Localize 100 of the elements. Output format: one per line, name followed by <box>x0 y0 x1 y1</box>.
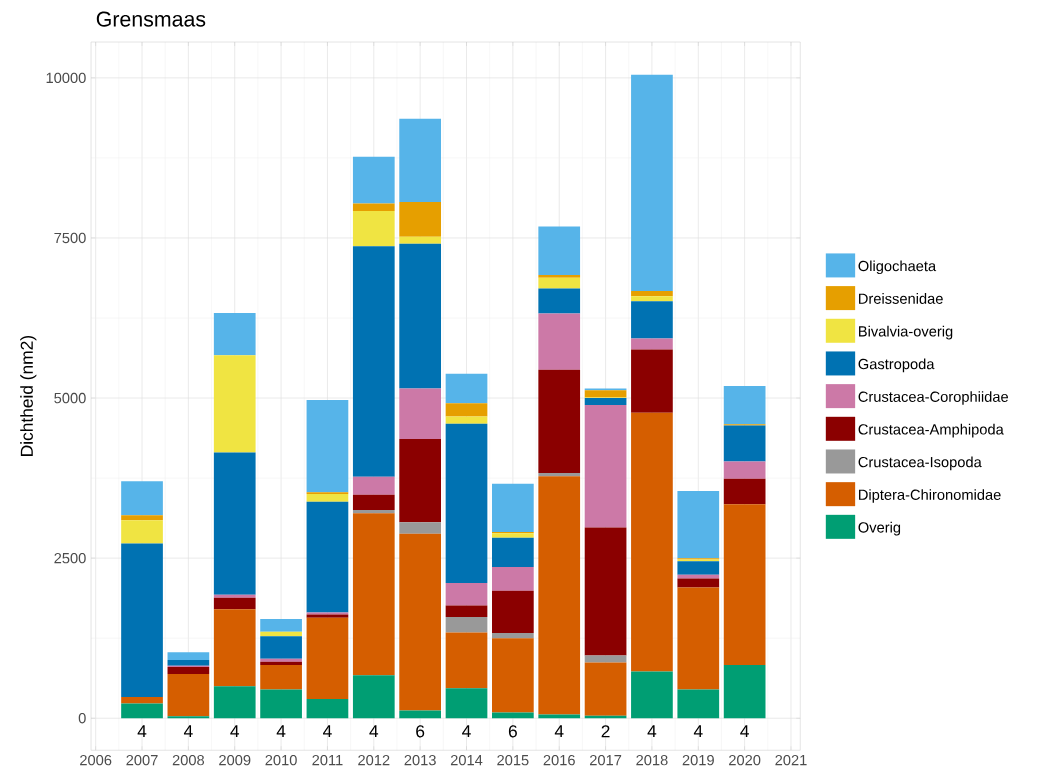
annotation: 4 <box>554 725 564 737</box>
bar <box>352 675 395 719</box>
x-tick-label: 2011 <box>312 754 343 766</box>
bar <box>445 632 488 688</box>
bar <box>213 597 256 610</box>
bar <box>352 513 395 676</box>
annotation: 4 <box>740 725 749 737</box>
legend-label: Dreissenidae <box>859 292 943 304</box>
bar <box>399 388 442 439</box>
bar <box>260 689 302 719</box>
bar <box>352 210 395 247</box>
bar <box>306 399 349 493</box>
bar <box>538 369 581 473</box>
x-tick-label: 2016 <box>543 754 575 766</box>
bar <box>399 236 442 244</box>
bar <box>631 412 673 672</box>
bar <box>492 533 534 538</box>
legend-label: Gastropoda <box>858 358 935 373</box>
bar <box>445 582 488 606</box>
bar <box>121 703 163 719</box>
bar <box>538 226 581 275</box>
bar <box>723 385 766 425</box>
x-tick-label: 2018 <box>636 754 668 766</box>
annotation: 4 <box>183 725 193 737</box>
y-tick-label: 0 <box>78 712 86 724</box>
bar <box>677 587 720 690</box>
bar <box>631 290 673 297</box>
bar <box>584 390 627 398</box>
bar <box>584 397 627 405</box>
annotation: 4 <box>323 725 332 737</box>
bar <box>538 277 581 289</box>
bar <box>631 74 673 291</box>
bar <box>121 515 163 521</box>
y-tick-label: 10000 <box>46 72 86 83</box>
bar <box>723 461 766 479</box>
x-tick-label: 2014 <box>450 754 483 766</box>
bar <box>584 404 627 528</box>
bar <box>584 655 627 663</box>
x-tick-label: 2008 <box>172 754 205 766</box>
y-tick-label: 7500 <box>54 232 86 244</box>
bar <box>399 522 442 534</box>
bar <box>723 664 766 719</box>
bar <box>213 452 256 595</box>
bar <box>631 301 673 339</box>
annotation: 4 <box>647 725 657 737</box>
bar <box>445 423 488 583</box>
x-tick-label: 2007 <box>126 754 158 766</box>
bar <box>631 296 673 302</box>
y-axis-title: Dichtheid (nm2) <box>20 335 37 456</box>
bar <box>445 373 488 404</box>
y-tick-label: 2500 <box>54 552 86 564</box>
annotation: 4 <box>276 725 286 737</box>
bar <box>492 566 534 591</box>
bar <box>445 416 488 424</box>
legend-label: Oligochaeta <box>858 260 937 274</box>
bar <box>723 478 766 505</box>
legend-label: Crustacea-Amphipoda <box>858 423 1004 438</box>
x-tick-label: 2010 <box>265 754 297 766</box>
x-tick-label: 2020 <box>729 754 761 766</box>
bar <box>584 662 627 716</box>
annotation: 4 <box>693 725 703 737</box>
bar <box>723 504 766 665</box>
bar <box>492 590 534 633</box>
bar <box>538 472 581 477</box>
bar <box>445 403 488 417</box>
bar <box>352 494 395 510</box>
bar <box>121 520 163 544</box>
bar <box>399 710 442 719</box>
bar <box>352 203 395 211</box>
bar <box>445 605 488 617</box>
bar <box>399 201 442 237</box>
bar <box>538 274 581 278</box>
bar <box>399 243 442 389</box>
bar <box>352 246 395 477</box>
x-tick-label: 2012 <box>358 754 390 766</box>
bar <box>352 509 395 514</box>
x-tick-label: 2009 <box>219 754 251 766</box>
legend-label: Overig <box>858 521 901 536</box>
bar <box>167 659 210 666</box>
bar <box>213 312 256 356</box>
bar <box>213 609 256 687</box>
bar <box>121 696 163 704</box>
bar <box>306 698 349 719</box>
bar <box>167 673 210 717</box>
annotation: 2 <box>601 725 610 738</box>
bar <box>121 481 163 516</box>
annotation: 4 <box>230 725 240 737</box>
bar <box>538 288 581 314</box>
bar <box>352 156 395 204</box>
bar <box>306 617 349 699</box>
legend-label: Bivalvia-overig <box>859 325 953 340</box>
annotation: 4 <box>462 725 471 737</box>
bar <box>213 686 256 719</box>
bar <box>399 438 442 523</box>
bar <box>260 664 302 690</box>
x-tick-label: 2006 <box>80 754 112 766</box>
bar <box>260 631 302 637</box>
bar <box>631 671 673 719</box>
bar <box>677 689 720 719</box>
bar <box>213 355 256 453</box>
